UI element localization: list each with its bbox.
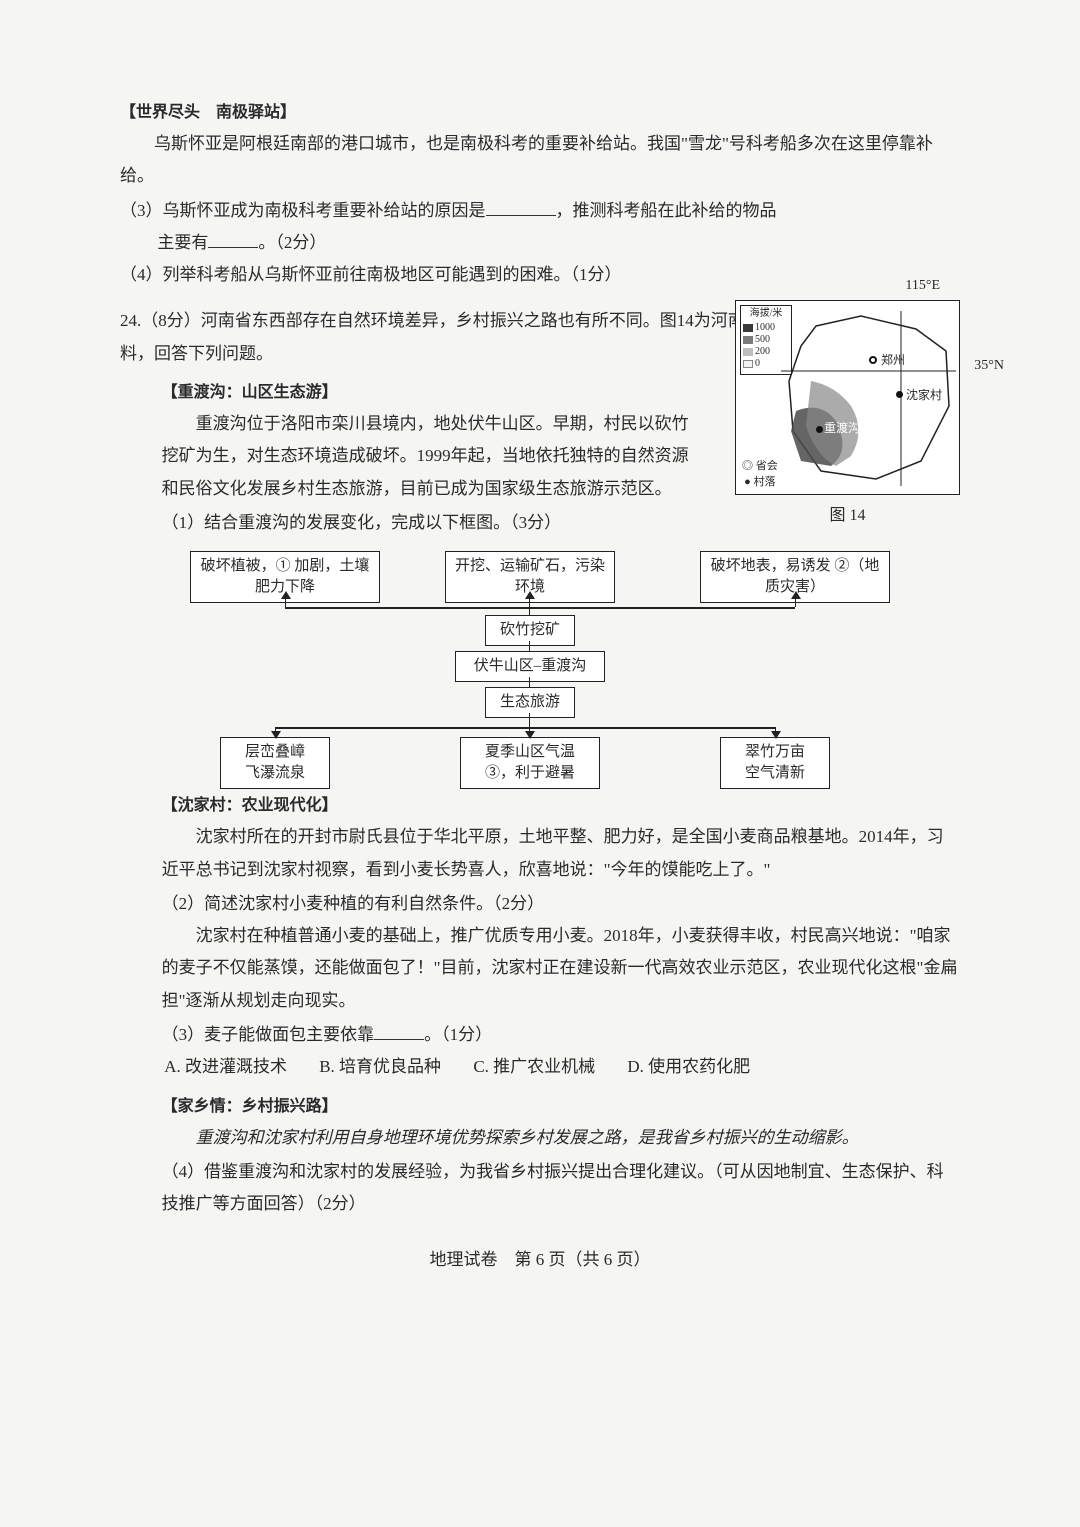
option-d[interactable]: D. 使用农药化肥 [627, 1051, 750, 1083]
option-c[interactable]: C. 推广农业机械 [473, 1051, 595, 1083]
elev-500: 500 [755, 334, 770, 346]
q3-text-a: （3）乌斯怀亚成为南极科考重要补给站的原因是 [120, 201, 486, 220]
longitude-label: 115°E [905, 278, 940, 294]
elev-1000: 1000 [755, 322, 775, 334]
arrowhead-mid-up [525, 591, 535, 599]
q24-q3-a: （3）麦子能做面包主要依靠 [162, 1025, 375, 1044]
map-caption: 图 14 [735, 501, 960, 525]
question-3: （3）乌斯怀亚成为南极科考重要补给站的原因是 ，推测科考船在此补给的物品 主要有 。… [120, 195, 960, 260]
sub2-title: 【沈家村：农业现代化】 [162, 791, 960, 815]
swatch-500 [743, 336, 753, 344]
connector-bot [275, 727, 775, 728]
sub3-title: 【家乡情：乡村振兴路】 [162, 1092, 960, 1116]
shenjiacun-label: 沈家村 [906, 386, 942, 403]
chongdugou-label: 重渡沟 [824, 419, 860, 436]
elev-200: 200 [755, 346, 770, 358]
legend-village: ● 村落 [742, 475, 778, 490]
symbol-legend: ◎ 省会 ● 村落 [742, 459, 778, 490]
q3-blank2[interactable] [208, 231, 258, 248]
q24-q2: （2）简述沈家村小麦种植的有利自然条件。（2分） [162, 888, 960, 920]
conn12 [529, 641, 530, 651]
connector-top [285, 607, 795, 608]
legend-capital: ◎ 省会 [742, 459, 778, 474]
swatch-0 [743, 360, 753, 368]
arrowhead-br [771, 731, 781, 739]
arrow-mid-up [529, 597, 530, 615]
option-b[interactable]: B. 培育优良品种 [319, 1051, 441, 1083]
q3-text-b: ，推测科考船在此补给的物品 [556, 201, 777, 220]
chongdugou-marker [816, 426, 823, 433]
zhengzhou-label: 郑州 [881, 351, 905, 368]
q3-text-c: 主要有 [157, 233, 208, 252]
box-bot-mid: 夏季山区气温 ③，利于避暑 [460, 737, 600, 789]
map-box: 海拔/米 1000 500 200 0 郑州 沈家村 重渡沟 ◎ 省会 ● 村落 [735, 300, 960, 495]
q24-q3-blank[interactable] [374, 1023, 424, 1040]
swatch-200 [743, 348, 753, 356]
q3-blank1[interactable] [486, 199, 556, 216]
arrowhead-tr [791, 591, 801, 599]
arrowhead-tl [281, 591, 291, 599]
option-a[interactable]: A. 改进灌溉技术 [164, 1051, 287, 1083]
flowchart: 破坏植被，① 加剧，土壤肥力下降 开挖、运输矿石，污染环境 破坏地表，易诱发 ②… [180, 551, 900, 781]
question-4: （4）列举科考船从乌斯怀亚前往南极地区可能遇到的困难。（1分） [120, 259, 960, 291]
q24-q3: （3）麦子能做面包主要依靠 。（1分） [162, 1019, 960, 1051]
arrow-mid-down [529, 713, 530, 727]
sub3-para: 重渡沟和沈家村利用自身地理环境优势探索乡村发展之路，是我省乡村振兴的生动缩影。 [162, 1122, 960, 1154]
antarctic-para: 乌斯怀亚是阿根廷南部的港口城市，也是南极科考的重要补给站。我国"雪龙"号科考船多… [120, 128, 960, 193]
zhengzhou-marker [869, 356, 877, 364]
arrowhead-bm [525, 731, 535, 739]
sub2-para1: 沈家村所在的开封市尉氏县位于华北平原，土地平整、肥力好，是全国小麦商品粮基地。2… [162, 821, 960, 886]
q24-q4: （4）借鉴重渡沟和沈家村的发展经验，为我省乡村振兴提出合理化建议。（可从因地制宜… [162, 1156, 960, 1221]
page-footer: 地理试卷 第 6 页（共 6 页） [120, 1245, 960, 1270]
arrowhead-bl [271, 731, 281, 739]
q24-q3-b: 。（1分） [424, 1025, 492, 1044]
box-bot-right: 翠竹万亩 空气清新 [720, 737, 830, 789]
box-bot-left: 层峦叠嶂 飞瀑流泉 [220, 737, 330, 789]
figure-14: 115°E 35°N 海拔/米 1000 500 200 0 郑州 沈家村 重渡… [735, 300, 960, 525]
section-antarctic-title: 【世界尽头 南极驿站】 [120, 98, 960, 122]
q24-q3-options: A. 改进灌溉技术 B. 培育优良品种 C. 推广农业机械 D. 使用农药化肥 [120, 1051, 960, 1083]
sub1-para: 重渡沟位于洛阳市栾川县境内，地处伏牛山区。早期，村民以砍竹挖矿为生，对生态环境造… [162, 408, 702, 505]
elev-0: 0 [755, 358, 760, 370]
shenjiacun-marker [896, 391, 903, 398]
q3-text-d: 。（2分） [258, 233, 326, 252]
latitude-label: 35°N [974, 358, 1004, 374]
conn23 [529, 677, 530, 687]
sub2-para2: 沈家村在种植普通小麦的基础上，推广优质专用小麦。2018年，小麦获得丰收，村民高… [162, 920, 960, 1017]
swatch-1000 [743, 324, 753, 332]
